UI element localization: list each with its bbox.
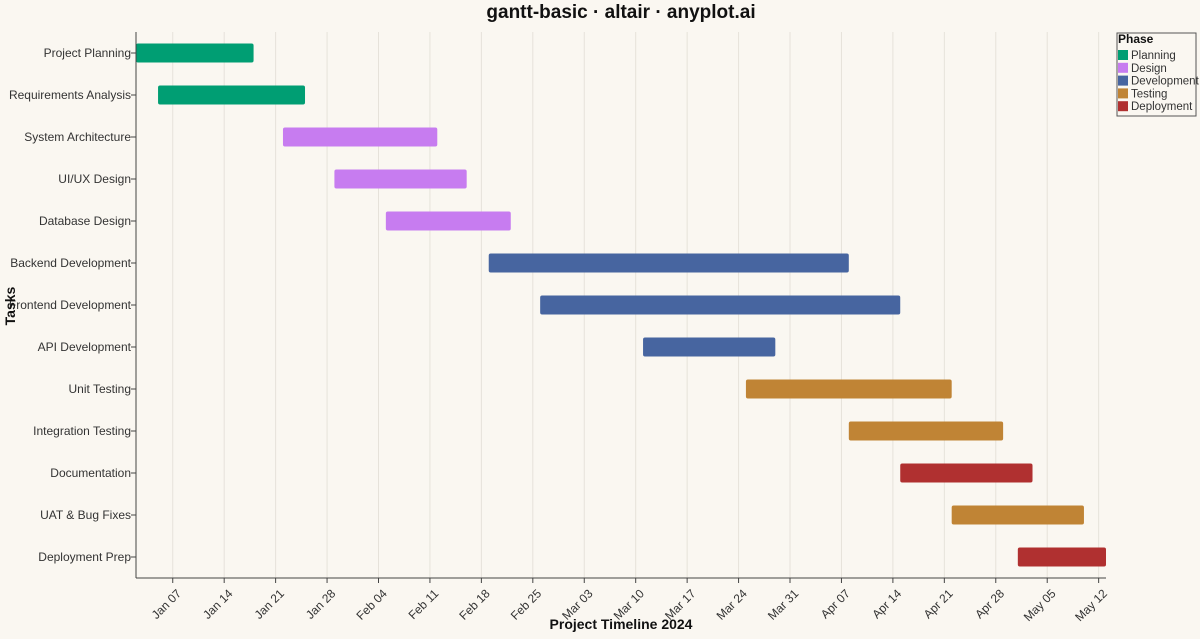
legend-swatch	[1118, 75, 1128, 86]
x-tick-label: Mar 24	[714, 586, 751, 623]
legend-box	[1116, 32, 1197, 117]
legend-title: Phase	[1118, 32, 1154, 46]
x-tick-label: Apr 07	[818, 586, 853, 621]
task-bar	[540, 295, 901, 315]
x-tick-label: Apr 14	[869, 586, 904, 621]
legend-label: Testing	[1131, 88, 1167, 100]
y-tick-label: Backend Development	[10, 256, 131, 270]
task-bar	[385, 211, 511, 231]
legend-swatch	[1118, 62, 1128, 73]
x-tick-label: Feb 25	[508, 586, 545, 623]
legend-swatch	[1118, 50, 1128, 60]
chart-title: gantt-basic · altair · anyplot.ai	[486, 2, 755, 23]
legend-label: Design	[1131, 63, 1167, 75]
y-tick-label: Unit Testing	[69, 382, 131, 396]
legend-swatch	[1118, 88, 1128, 99]
x-tick-label: May 05	[1021, 586, 1059, 624]
x-tick-label: May 12	[1072, 586, 1110, 624]
y-tick-label: API Development	[38, 340, 132, 354]
y-tick-label: System Architecture	[24, 130, 131, 144]
task-bar	[1017, 547, 1106, 567]
task-bar	[643, 337, 776, 357]
task-bar	[158, 85, 306, 105]
y-tick-label: UAT & Bug Fixes	[40, 508, 131, 522]
task-bar	[282, 127, 438, 147]
bar-layer	[136, 43, 1106, 567]
y-tick-label: Documentation	[50, 466, 131, 480]
y-tick-label: Requirements Analysis	[9, 88, 131, 102]
y-tick-label: UI/UX Design	[58, 172, 131, 186]
x-tick-label: Mar 31	[765, 586, 802, 623]
legend-label: Planning	[1131, 50, 1176, 62]
x-tick-label: Feb 04	[354, 586, 391, 623]
x-tick-label: Jan 21	[252, 586, 288, 622]
legend-swatch	[1118, 101, 1128, 112]
legend-label: Development	[1131, 76, 1200, 88]
legend: Phase PlanningDesignDevelopmentTestingDe…	[1116, 32, 1200, 117]
task-bar	[951, 505, 1084, 525]
y-tick-label: Frontend Development	[9, 298, 132, 312]
x-tick-label: Feb 18	[456, 586, 493, 623]
y-tick-label: Database Design	[39, 214, 131, 228]
y-tick-label: Deployment Prep	[38, 550, 131, 564]
x-tick-label: Jan 28	[303, 586, 339, 622]
y-tick-label: Project Planning	[44, 46, 131, 60]
axis-layer: Jan 07 Jan 14 Jan 21 Jan 28 Feb 04 Feb 11 Feb …	[9, 32, 1110, 624]
x-tick-label: Feb 11	[406, 586, 442, 622]
x-tick-label: Jan 14	[200, 586, 236, 622]
task-bar	[900, 463, 1033, 483]
task-bar	[488, 253, 849, 273]
y-tick-label: Integration Testing	[33, 424, 131, 438]
task-bar	[745, 379, 952, 399]
y-axis-title: Tasks	[2, 286, 18, 325]
x-tick-label: Apr 28	[972, 586, 1007, 621]
legend-items: PlanningDesignDevelopmentTestingDeployme…	[1118, 50, 1200, 113]
legend-label: Deployment	[1131, 101, 1193, 113]
task-bar	[136, 43, 254, 63]
x-axis-title: Project Timeline 2024	[550, 616, 693, 632]
task-bar	[848, 421, 1004, 441]
task-bar	[334, 169, 467, 189]
x-tick-label: Jan 07	[149, 586, 185, 622]
x-tick-label: Apr 21	[921, 586, 956, 621]
